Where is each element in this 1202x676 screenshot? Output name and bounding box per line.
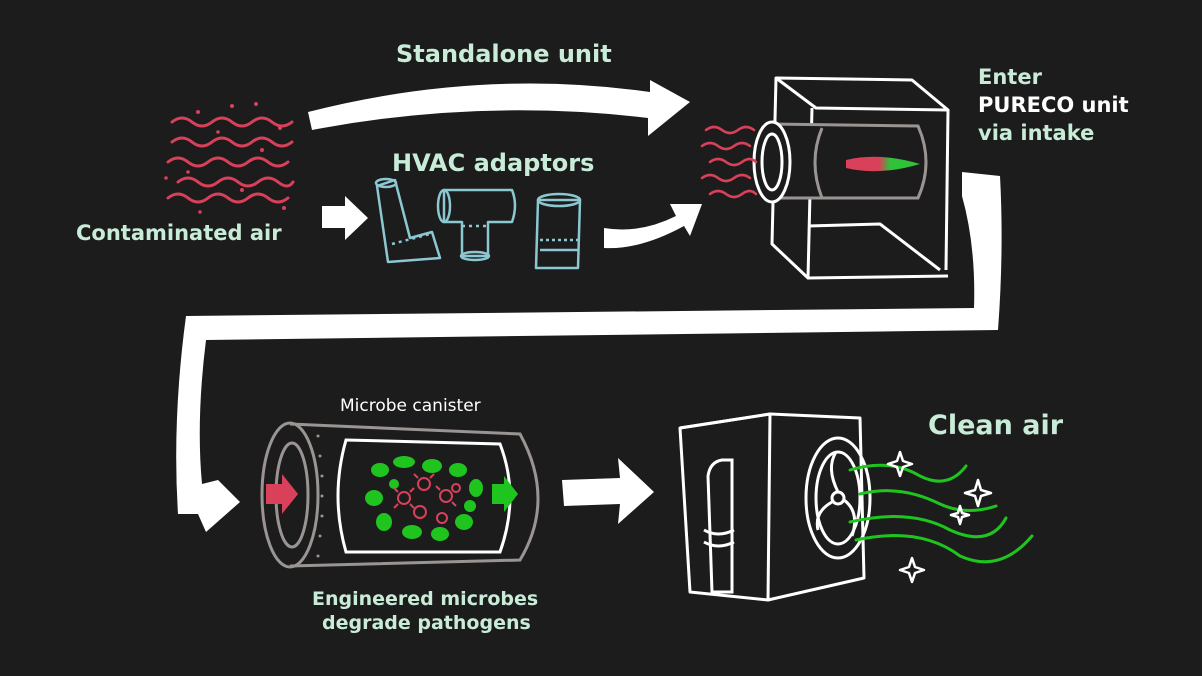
pureco-unit-label: PURECO unit (978, 93, 1129, 117)
to-outlet-arrow (562, 458, 654, 524)
clean-air-icon (848, 463, 1034, 564)
to-adaptors-arrow (322, 196, 368, 240)
standalone-unit-label: Standalone unit (396, 40, 612, 68)
microbe-canister-icon (260, 421, 540, 569)
via-intake-label: via intake (978, 121, 1095, 145)
intake-cylinder (752, 120, 928, 204)
hvac-adaptors-label: HVAC adaptors (392, 149, 595, 177)
enter-label: Enter (978, 65, 1042, 89)
contaminant-dots (164, 102, 286, 214)
outflow-green-arrow (492, 476, 518, 512)
intake-contaminated-air (700, 125, 758, 199)
adaptors-to-unit-arrow (604, 204, 702, 249)
purifying-flow (846, 156, 920, 172)
engineered-microbes-label: Engineered microbes (312, 588, 539, 610)
standalone-arrow (308, 80, 690, 136)
canister-dots (316, 434, 324, 558)
outlet-port-icon (703, 458, 735, 594)
clean-air-label: Clean air (928, 410, 1064, 441)
return-flow-arrow (176, 172, 1002, 532)
degrade-pathogens-label: degrade pathogens (322, 612, 531, 634)
inflow-red-arrow (266, 474, 298, 514)
engineered-microbes-icon (365, 456, 483, 541)
hvac-adaptors-icon (374, 177, 582, 270)
fan-icon (804, 436, 872, 560)
contaminated-air-label: Contaminated air (76, 221, 282, 245)
contaminated-air-icon (166, 116, 295, 204)
microbe-canister-label: Microbe canister (340, 396, 481, 416)
pathogens-icon (393, 473, 461, 524)
outlet-unit-icon (678, 412, 866, 602)
sparkle-icon (886, 450, 993, 584)
